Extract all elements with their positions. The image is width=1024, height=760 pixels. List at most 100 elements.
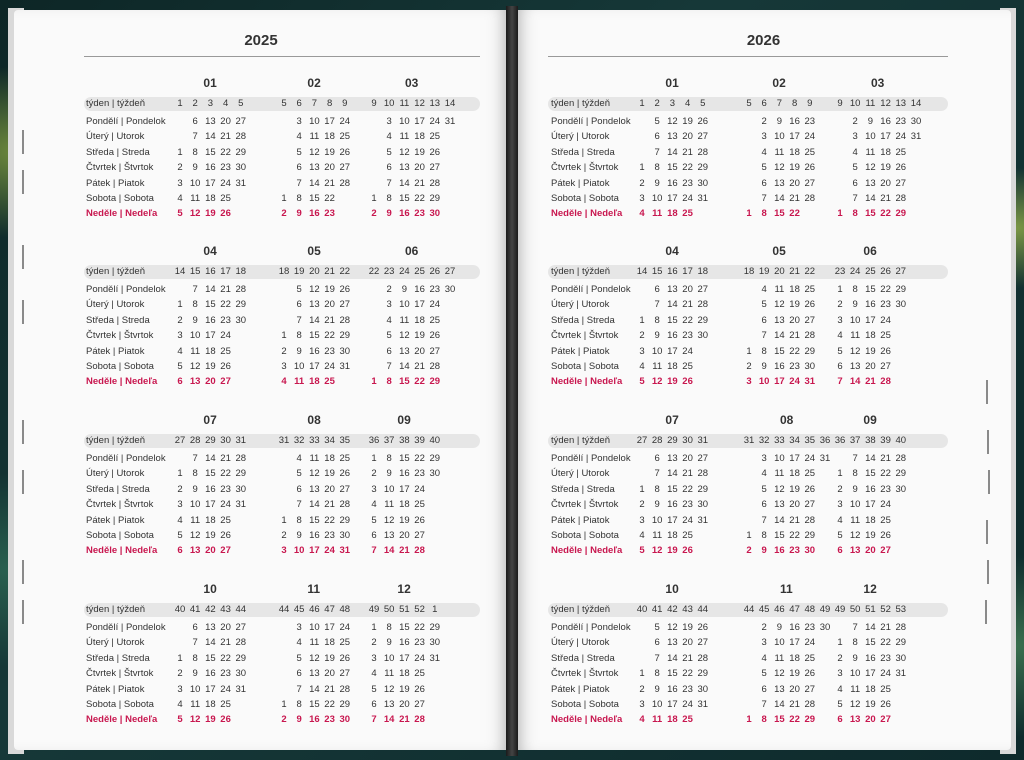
day-number: 11 [309, 453, 320, 464]
day-number: 28 [895, 453, 907, 464]
day-number: 23 [895, 116, 907, 127]
day-number: 28 [804, 193, 816, 204]
day-number: 14 [865, 193, 876, 204]
day-number: 27 [339, 162, 351, 174]
day-number: 13 [309, 483, 320, 495]
day-number: 4 [761, 284, 767, 295]
day-number: 27 [804, 683, 816, 695]
day-number: 6 [296, 299, 302, 311]
day-number: 3 [296, 116, 302, 127]
day-number: 26 [220, 208, 231, 220]
day-number: 2 [761, 116, 767, 127]
day-number: 16 [667, 499, 678, 511]
day-number: 18 [324, 453, 335, 464]
day-number: 4 [639, 208, 645, 220]
weekday-label: Pondělí | Pondelok [551, 453, 631, 464]
day-number: 3 [177, 683, 183, 695]
day-number: 8 [296, 514, 302, 526]
weekday-label: Neděle | Nedeľa [551, 714, 623, 726]
day-number: 21 [880, 622, 891, 633]
day-number: 7 [852, 453, 858, 464]
day-number: 20 [789, 499, 800, 511]
day-number: 9 [386, 637, 392, 649]
day-number: 26 [804, 483, 816, 495]
week-number: 45 [293, 604, 305, 615]
day-number: 23 [804, 116, 816, 127]
day-number: 12 [849, 345, 861, 357]
day-number: 18 [789, 468, 800, 480]
week-number: 13 [429, 98, 441, 109]
day-number: 17 [865, 499, 876, 511]
day-number: 7 [852, 193, 858, 204]
day-number: 26 [220, 714, 231, 726]
day-number: 20 [682, 131, 693, 143]
day-number: 21 [789, 514, 800, 526]
day-number: 3 [761, 131, 767, 143]
week-number: 18 [235, 266, 247, 277]
day-number: 12 [651, 376, 663, 388]
day-number: 16 [667, 683, 678, 695]
year-underline [548, 56, 948, 57]
day-number: 17 [667, 514, 678, 526]
day-number: 2 [746, 361, 752, 372]
day-number: 25 [880, 683, 891, 695]
day-number: 3 [639, 514, 645, 526]
day-number: 20 [682, 284, 693, 295]
day-number: 12 [189, 530, 201, 541]
day-number: 1 [371, 453, 377, 464]
day-number: 12 [399, 330, 410, 342]
week-number: 24 [399, 266, 410, 277]
day-number: 21 [865, 376, 876, 388]
day-number: 17 [414, 116, 425, 127]
week-number: 27 [895, 266, 907, 277]
day-number: 31 [429, 652, 441, 664]
day-number: 29 [339, 699, 351, 710]
day-number: 18 [324, 131, 335, 143]
day-number: 23 [789, 361, 800, 372]
day-number: 9 [761, 361, 767, 372]
weekday-label: Úterý | Utorok [551, 299, 610, 311]
week-number: 6 [761, 98, 767, 109]
day-number: 10 [774, 637, 785, 649]
day-number: 18 [205, 345, 216, 357]
week-number: 50 [383, 604, 395, 615]
day-number: 15 [399, 622, 410, 633]
day-number: 26 [804, 162, 816, 174]
day-number: 31 [910, 131, 922, 143]
day-number: 17 [789, 453, 800, 464]
day-number: 8 [654, 668, 660, 680]
week-number-band [84, 97, 480, 111]
index-tab-mark [22, 130, 24, 154]
day-number: 12 [383, 683, 395, 695]
day-number: 13 [865, 177, 876, 189]
day-number: 27 [697, 637, 709, 649]
day-number: 14 [309, 177, 320, 189]
day-number: 3 [639, 193, 645, 204]
weekday-label: Čtvrtek | Štvrtok [86, 668, 154, 680]
week-number: 17 [220, 266, 231, 277]
day-number: 6 [371, 530, 377, 541]
weekday-label: Úterý | Utorok [86, 131, 145, 143]
index-tab-mark [22, 300, 24, 324]
week-number: 15 [651, 266, 663, 277]
day-number: 17 [789, 637, 800, 649]
day-number: 25 [414, 499, 425, 511]
weekday-label: Pondělí | Pondelok [551, 622, 631, 633]
month-number: 07 [665, 413, 679, 427]
weekday-label: Středa | Streda [551, 314, 615, 326]
day-number: 11 [399, 131, 410, 143]
day-number: 5 [639, 376, 645, 388]
right-page: 2026 týden | týždeň Pondělí | Pondelok Úter… [516, 10, 1011, 750]
week-number: 1 [432, 604, 438, 615]
day-number: 8 [386, 622, 392, 633]
year-title: 2026 [746, 32, 781, 49]
week-number: 33 [309, 435, 320, 446]
day-number: 14 [667, 146, 678, 158]
day-number: 22 [414, 622, 425, 633]
day-number: 8 [852, 284, 858, 295]
day-number: 21 [324, 499, 335, 511]
day-number: 4 [639, 530, 645, 541]
day-number: 10 [189, 499, 201, 511]
day-number: 29 [895, 468, 907, 480]
day-number: 14 [205, 637, 216, 649]
